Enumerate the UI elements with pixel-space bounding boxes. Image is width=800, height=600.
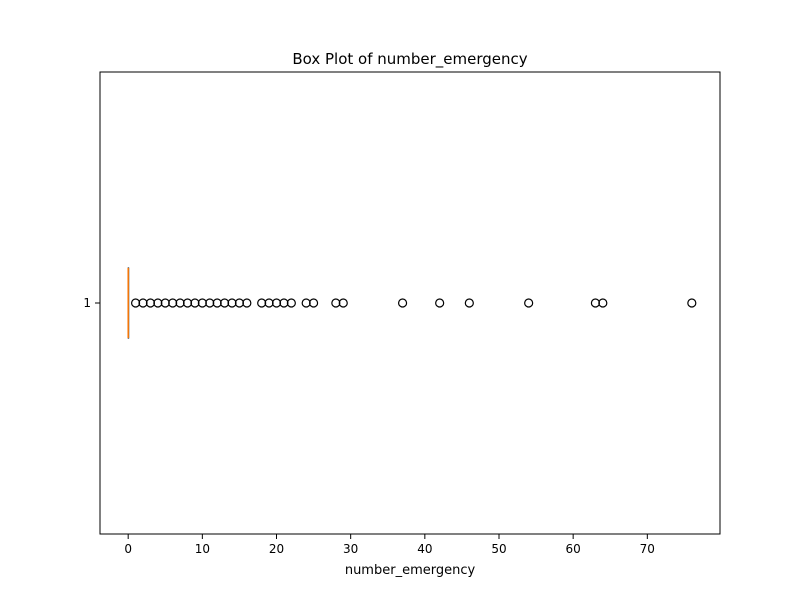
x-tick-label: 20: [269, 542, 284, 556]
outlier-point: [687, 298, 697, 308]
x-tick-label: 10: [195, 542, 210, 556]
outlier-point: [435, 298, 445, 308]
plot-area: [127, 267, 697, 339]
chart-title: Box Plot of number_emergency: [292, 50, 527, 69]
x-axis-label: number_emergency: [345, 563, 476, 578]
outlier-point: [286, 298, 296, 308]
outlier-point: [242, 298, 252, 308]
x-tick-label: 0: [124, 542, 132, 556]
outlier-point: [524, 298, 534, 308]
y-axis: 1: [83, 296, 100, 310]
outlier-point: [397, 298, 408, 308]
x-tick-label: 50: [491, 542, 506, 556]
outlier-point: [464, 298, 474, 308]
x-tick-label: 40: [417, 542, 432, 556]
outlier-point: [598, 298, 608, 308]
x-tick-label: 60: [566, 542, 581, 556]
x-tick-label: 70: [640, 542, 655, 556]
outlier-point: [308, 298, 319, 308]
x-tick-label: 30: [343, 542, 358, 556]
outlier-point: [338, 298, 348, 308]
y-tick-label: 1: [83, 296, 91, 310]
x-axis: 0 10 20 30 40 50 60 70: [124, 534, 655, 556]
